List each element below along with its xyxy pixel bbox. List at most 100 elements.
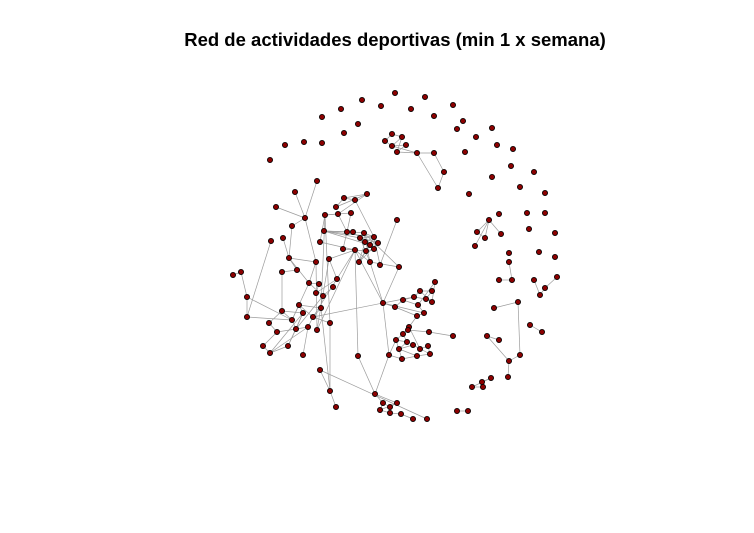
node-51 [313, 177, 320, 184]
edge-10 [433, 152, 445, 173]
node-159 [527, 321, 534, 328]
node-34 [505, 249, 512, 256]
edge-66 [304, 217, 317, 263]
node-112 [376, 261, 383, 268]
edge-104 [379, 219, 398, 266]
node-48 [481, 234, 488, 241]
edge-203 [493, 301, 519, 309]
node-152 [326, 387, 333, 394]
node-0 [391, 90, 398, 97]
node-31 [552, 229, 559, 236]
edge-90 [358, 241, 366, 263]
node-55 [288, 222, 295, 229]
node-139 [404, 326, 411, 333]
edge-166 [398, 348, 418, 357]
node-56 [279, 234, 286, 241]
node-62 [237, 268, 244, 275]
node-6 [407, 106, 414, 113]
node-125 [420, 309, 427, 316]
node-25 [517, 183, 524, 190]
node-66 [278, 307, 285, 314]
node-135 [426, 350, 433, 357]
edge-139 [417, 281, 436, 306]
edge-195 [486, 335, 510, 362]
node-7 [318, 114, 325, 121]
edge-186 [374, 354, 390, 395]
edge-169 [382, 302, 390, 356]
edge-31 [315, 278, 338, 294]
node-33 [552, 253, 559, 260]
node-layer [229, 90, 561, 422]
node-42 [413, 149, 420, 156]
node-5 [377, 103, 384, 110]
edge-40 [246, 316, 293, 321]
node-16 [472, 133, 479, 140]
node-117 [399, 296, 406, 303]
node-68 [295, 301, 302, 308]
edge-65 [304, 180, 318, 219]
edge-101 [335, 193, 368, 208]
node-2 [358, 97, 365, 104]
node-14 [430, 113, 437, 120]
node-165 [495, 336, 502, 343]
node-86 [325, 255, 332, 262]
edge-173 [357, 355, 376, 395]
node-162 [517, 351, 524, 358]
node-74 [273, 328, 280, 335]
node-13 [266, 156, 273, 163]
node-94 [351, 246, 358, 253]
edge-171 [312, 302, 384, 318]
node-63 [243, 293, 250, 300]
node-110 [363, 190, 370, 197]
node-169 [468, 383, 475, 390]
edge-69 [320, 307, 331, 392]
node-107 [351, 196, 358, 203]
edge-163 [428, 331, 454, 337]
node-11 [300, 138, 307, 145]
node-85 [333, 275, 340, 282]
node-158 [554, 273, 561, 280]
node-113 [395, 263, 402, 270]
node-144 [386, 403, 393, 410]
node-128 [399, 330, 406, 337]
node-100 [362, 247, 369, 254]
node-142 [371, 390, 378, 397]
node-47 [473, 228, 480, 235]
edge-129 [369, 261, 384, 304]
node-45 [434, 184, 441, 191]
edge-184 [319, 369, 331, 392]
node-160 [539, 328, 546, 335]
edge-34 [315, 261, 318, 331]
edge-38 [240, 271, 248, 298]
node-151 [316, 366, 323, 373]
edge-105 [373, 236, 381, 266]
node-145 [393, 399, 400, 406]
node-69 [299, 309, 306, 316]
edge-64 [246, 240, 272, 318]
node-176 [490, 304, 497, 311]
node-37 [398, 133, 405, 140]
node-29 [542, 209, 549, 216]
edge-120 [369, 261, 400, 268]
edge-78 [337, 213, 348, 233]
node-54 [301, 214, 308, 221]
edge-18 [294, 191, 306, 219]
edge-119 [363, 232, 400, 268]
edge-22 [282, 237, 290, 259]
node-3 [449, 102, 456, 109]
node-133 [416, 345, 423, 352]
node-59 [293, 266, 300, 273]
node-71 [304, 323, 311, 330]
node-123 [431, 278, 438, 285]
node-93 [339, 245, 346, 252]
edge-76 [269, 326, 309, 354]
node-46 [485, 216, 492, 223]
node-126 [413, 312, 420, 319]
node-78 [299, 351, 306, 358]
node-84 [329, 283, 336, 290]
edge-130 [382, 266, 400, 304]
edge-147 [382, 302, 425, 314]
node-76 [266, 349, 273, 356]
node-148 [397, 410, 404, 417]
node-174 [495, 276, 502, 283]
